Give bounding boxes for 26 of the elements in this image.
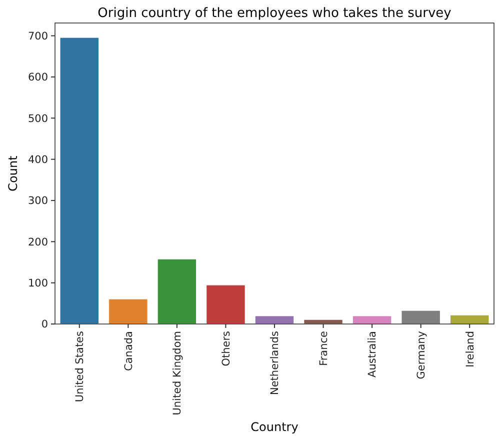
y-tick-label: 700 — [28, 30, 48, 42]
x-tick-label: Others — [220, 331, 232, 366]
y-tick-label: 300 — [28, 195, 48, 208]
x-tick-label: Ireland — [464, 331, 476, 368]
bar — [108, 298, 148, 324]
bar — [157, 258, 197, 324]
y-tick-label: 600 — [28, 72, 48, 84]
x-tick-label: France — [318, 331, 330, 366]
bar — [400, 310, 441, 324]
y-tick-label: 200 — [28, 236, 48, 248]
x-tick-label: United States — [74, 331, 86, 402]
bar — [59, 37, 100, 324]
y-axis-title: Count — [6, 155, 20, 192]
x-tick-label: United Kingdom — [172, 331, 184, 416]
y-tick-label: 100 — [28, 278, 48, 290]
x-tick-label: Netherlands — [269, 331, 282, 396]
y-tick-label: 500 — [28, 112, 48, 125]
bar — [450, 314, 490, 324]
x-tick-label: Canada — [122, 331, 135, 371]
x-tick-label: Germany — [416, 331, 428, 380]
y-tick-label: 400 — [28, 154, 48, 166]
bar — [206, 284, 246, 324]
y-tick-label: 0 — [41, 318, 48, 331]
x-axis-title: Country — [250, 420, 298, 434]
chart-title: Origin country of the employees who takes the survey — [98, 6, 452, 21]
x-tick-label: Australia — [366, 331, 379, 378]
